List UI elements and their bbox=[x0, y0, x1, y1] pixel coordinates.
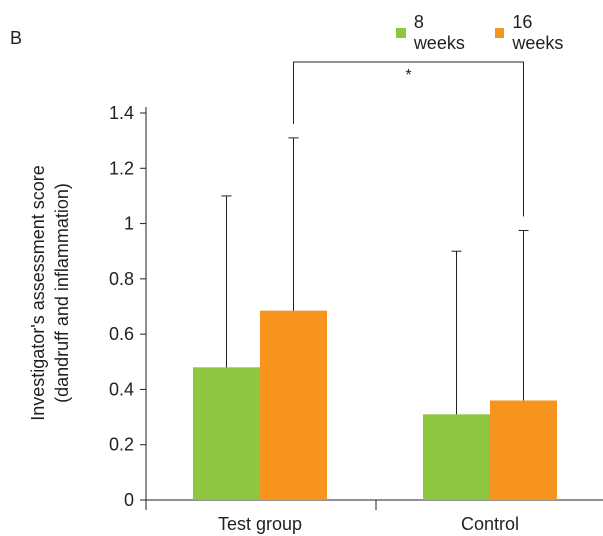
significance-bracket bbox=[293, 61, 524, 217]
y-tick-label: 0.8 bbox=[109, 269, 134, 289]
legend-item-16-weeks: 16 weeks bbox=[494, 12, 587, 54]
legend-swatch-16-weeks bbox=[494, 28, 505, 38]
legend-label-8-weeks: 8 weeks bbox=[413, 12, 465, 53]
legend-item-8-weeks: 8 weeks bbox=[396, 12, 479, 54]
legend-label-16-weeks: 16 weeks bbox=[512, 12, 564, 53]
x-tick-label: Control bbox=[461, 514, 519, 534]
y-tick-label: 1 bbox=[124, 214, 134, 234]
panel-label: B bbox=[10, 28, 23, 48]
chart-legend: 8 weeks 16 weeks bbox=[396, 12, 603, 54]
y-tick-label: 0.6 bbox=[109, 324, 134, 344]
legend-swatch-8-weeks bbox=[396, 28, 406, 38]
bar bbox=[193, 367, 260, 500]
y-tick-label: 0.2 bbox=[109, 435, 134, 455]
x-tick-label: Test group bbox=[218, 514, 302, 534]
y-tick-label: 0 bbox=[124, 490, 134, 510]
bar bbox=[423, 414, 490, 500]
significance-marker: * bbox=[405, 67, 411, 84]
y-tick-label: 1.4 bbox=[109, 103, 134, 123]
bar bbox=[260, 310, 327, 500]
y-tick-label: 0.4 bbox=[109, 379, 134, 399]
y-tick-label: 1.2 bbox=[109, 158, 134, 178]
bar bbox=[490, 400, 557, 500]
